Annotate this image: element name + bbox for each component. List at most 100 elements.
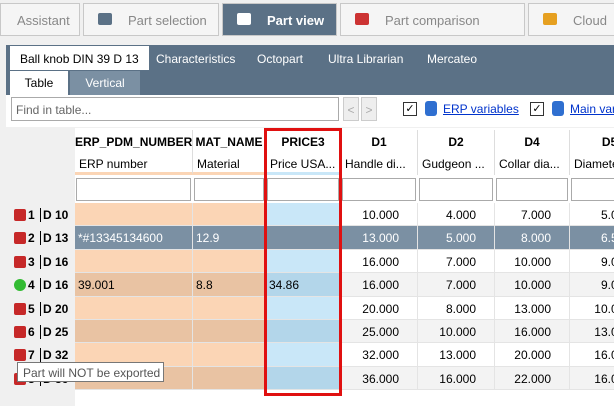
column-header: D1 bbox=[341, 130, 418, 155]
column-header: ERP_PDM_NUMBER bbox=[75, 130, 193, 155]
row-label: D 32 bbox=[40, 348, 68, 363]
table-cell[interactable]: 7.000 bbox=[495, 203, 570, 227]
sub-tab[interactable]: Ultra Librarian bbox=[328, 52, 404, 66]
table-cell[interactable]: 25.000 bbox=[341, 320, 418, 344]
table-cell[interactable]: 12.9 bbox=[193, 226, 266, 250]
table-cell[interactable]: 9.000 bbox=[570, 273, 614, 297]
top-tab[interactable]: Part comparison bbox=[340, 3, 525, 36]
table-cell[interactable] bbox=[75, 320, 193, 344]
table-cell[interactable]: 16.000 bbox=[341, 249, 418, 274]
row-number: 6 bbox=[28, 325, 35, 339]
table-cell[interactable]: 10.000 bbox=[495, 273, 570, 297]
table-cell[interactable]: 22.000 bbox=[495, 366, 570, 391]
tab-label: Cloud bbox=[573, 13, 607, 28]
column-desc: Diameter bbox=[570, 155, 614, 175]
table-cell[interactable]: 20.000 bbox=[495, 343, 570, 367]
table-cell[interactable]: 16.000 bbox=[341, 273, 418, 297]
table-cell[interactable]: 32.000 bbox=[341, 343, 418, 367]
table-cell[interactable]: 8.8 bbox=[193, 273, 266, 297]
table-cell[interactable]: 6.500 bbox=[570, 226, 614, 250]
table-cell[interactable]: 9.000 bbox=[570, 249, 614, 274]
tooltip: Part will NOT be exported bbox=[17, 362, 164, 382]
column-filter[interactable] bbox=[76, 178, 191, 201]
row-number: 4 bbox=[28, 278, 35, 293]
table-cell[interactable]: 8.000 bbox=[495, 226, 570, 250]
sub-tab[interactable]: Mercateo bbox=[427, 52, 478, 66]
checkbox[interactable]: ✓ bbox=[530, 102, 544, 116]
top-tab[interactable]: Part selection bbox=[83, 3, 219, 36]
prev-button[interactable]: < bbox=[343, 97, 359, 121]
row-number: 7 bbox=[28, 348, 35, 363]
column-desc: Collar dia... bbox=[495, 155, 570, 175]
row-label: D 16 bbox=[40, 278, 68, 293]
top-tab[interactable]: Assistant bbox=[0, 3, 80, 36]
table-cell[interactable]: 5.000 bbox=[570, 203, 614, 227]
table-cell[interactable]: 16.000 bbox=[570, 343, 614, 367]
row-label: D 16 bbox=[40, 254, 68, 269]
table-cell[interactable] bbox=[75, 296, 193, 320]
top-tab[interactable]: Cloud bbox=[528, 3, 614, 36]
column-filter[interactable] bbox=[496, 178, 568, 201]
table-cell[interactable]: 8.000 bbox=[418, 296, 495, 320]
table-cell[interactable] bbox=[75, 203, 193, 227]
table-cell[interactable]: 4.000 bbox=[418, 203, 495, 227]
column-filter[interactable] bbox=[419, 178, 493, 201]
column-filter[interactable] bbox=[571, 178, 614, 201]
table-cell[interactable]: 13.000 bbox=[495, 296, 570, 320]
view-tab[interactable]: Vertical bbox=[70, 71, 140, 95]
table-cell[interactable]: 10.000 bbox=[570, 296, 614, 320]
table-cell[interactable] bbox=[193, 296, 266, 320]
table-cell[interactable]: 39.001 bbox=[75, 273, 193, 297]
table-cell[interactable]: 16.000 bbox=[495, 320, 570, 344]
row-icon bbox=[14, 279, 26, 292]
table-cell[interactable]: 16.000 bbox=[570, 366, 614, 391]
column-desc: Material bbox=[193, 155, 266, 175]
table-cell[interactable]: 13.000 bbox=[570, 320, 614, 344]
column-header: D5 bbox=[570, 130, 614, 155]
variables-link[interactable]: ERP variables bbox=[443, 102, 519, 116]
table-cell[interactable] bbox=[75, 249, 193, 274]
table-cell[interactable]: 13.000 bbox=[341, 226, 418, 250]
column-filter[interactable] bbox=[194, 178, 264, 201]
table-cell[interactable]: 16.000 bbox=[418, 366, 495, 391]
variables-link[interactable]: Main variables bbox=[570, 102, 614, 116]
row-label: D 10 bbox=[40, 208, 68, 222]
table-cell[interactable]: 7.000 bbox=[418, 249, 495, 274]
table-cell[interactable] bbox=[193, 320, 266, 344]
column-header: D2 bbox=[418, 130, 495, 155]
sub-tab[interactable]: Octopart bbox=[257, 52, 304, 66]
search-input[interactable]: Find in table... bbox=[11, 97, 339, 121]
column-filter[interactable] bbox=[342, 178, 416, 201]
table-cell[interactable]: 36.000 bbox=[341, 366, 418, 391]
table-cell[interactable] bbox=[193, 366, 266, 391]
table-cell[interactable]: 10.000 bbox=[418, 320, 495, 344]
view-tab[interactable]: Table bbox=[10, 71, 68, 95]
sub-tab[interactable]: Ball knob DIN 39 D 13 bbox=[10, 46, 149, 70]
column-header: MAT_NAME bbox=[193, 130, 266, 155]
table-cell[interactable]: 10.000 bbox=[341, 203, 418, 227]
row-icon bbox=[14, 326, 26, 338]
tab-label: Assistant bbox=[17, 13, 70, 28]
table-cell[interactable]: 5.000 bbox=[418, 226, 495, 250]
table-cell[interactable]: 7.000 bbox=[418, 273, 495, 297]
table-cell[interactable]: 34.86 bbox=[266, 273, 341, 297]
column-header: D4 bbox=[495, 130, 570, 155]
column-desc: Gudgeon ... bbox=[418, 155, 495, 175]
table-cell[interactable] bbox=[193, 249, 266, 274]
table-cell[interactable] bbox=[193, 203, 266, 227]
table-cell[interactable]: 10.000 bbox=[495, 249, 570, 274]
row-label: D 25 bbox=[40, 325, 68, 339]
sub-tab[interactable]: Characteristics bbox=[156, 52, 236, 66]
column-desc: ERP number bbox=[75, 155, 193, 175]
table-cell[interactable] bbox=[193, 343, 266, 367]
row-icon bbox=[14, 209, 26, 221]
table-cell[interactable]: 20.000 bbox=[341, 296, 418, 320]
top-tab[interactable]: Part view bbox=[222, 3, 337, 36]
table-cell[interactable]: 13.000 bbox=[418, 343, 495, 367]
checkbox[interactable]: ✓ bbox=[403, 102, 417, 116]
next-button[interactable]: > bbox=[361, 97, 377, 121]
table-cell[interactable]: *#13345134600 bbox=[75, 226, 193, 250]
column-filter[interactable] bbox=[267, 178, 339, 201]
tab-label: Part view bbox=[267, 13, 325, 28]
